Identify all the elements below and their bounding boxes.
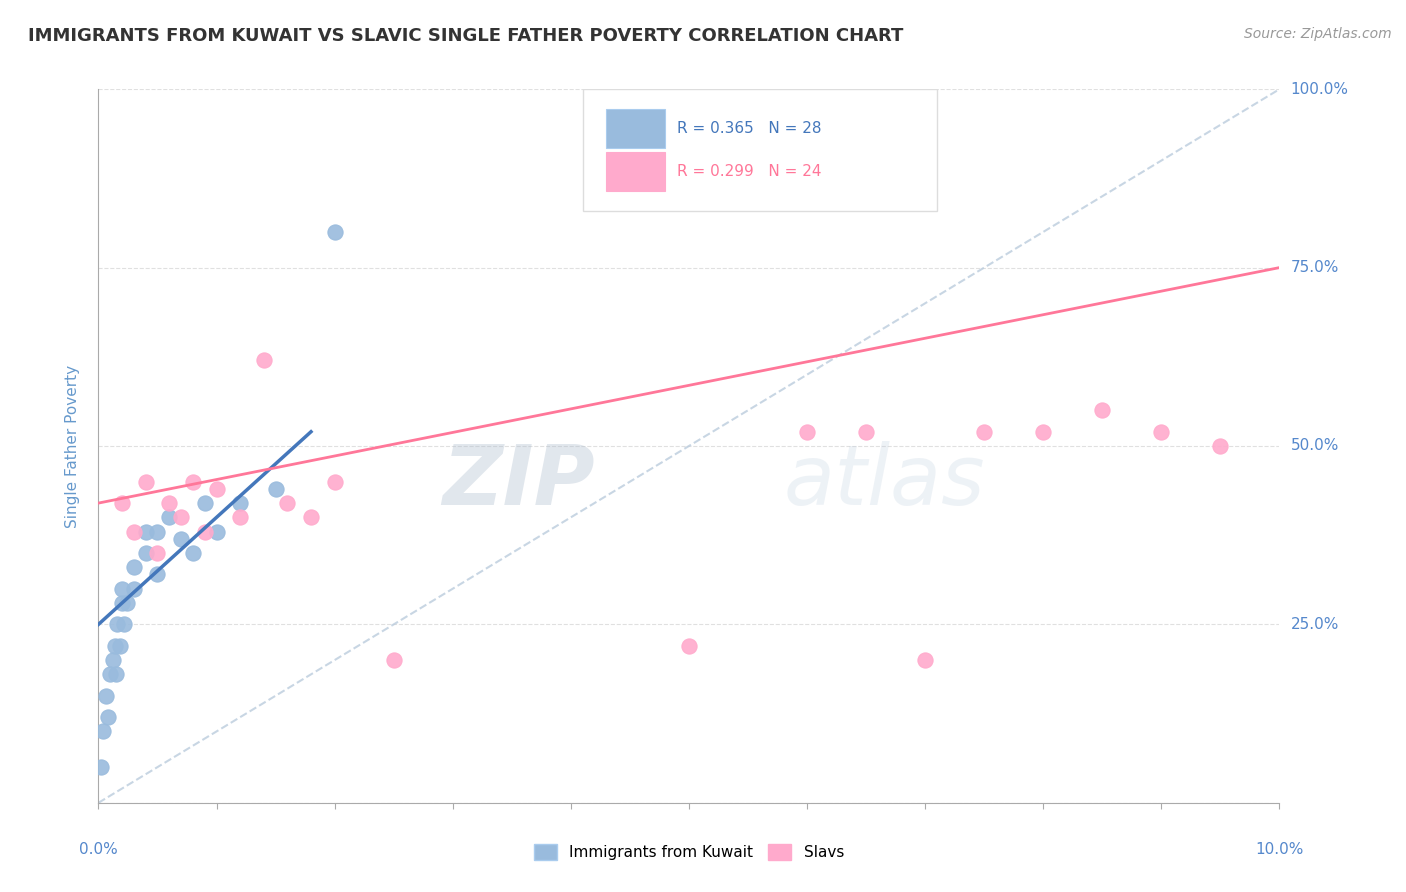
Point	[105, 667, 128, 681]
Point	[146, 567, 169, 582]
Point	[146, 546, 169, 560]
Point	[122, 582, 145, 596]
Point	[1091, 403, 1114, 417]
Text: R = 0.365   N = 28: R = 0.365 N = 28	[678, 121, 821, 136]
Text: 100.0%: 100.0%	[1291, 82, 1348, 96]
Point	[135, 475, 157, 489]
Point	[194, 496, 217, 510]
Point	[105, 617, 128, 632]
Point	[98, 667, 121, 681]
Point	[205, 482, 228, 496]
Point	[194, 524, 217, 539]
Point	[111, 496, 134, 510]
Point	[914, 653, 936, 667]
Point	[323, 475, 346, 489]
Point	[122, 560, 145, 574]
Point	[678, 639, 700, 653]
FancyBboxPatch shape	[606, 109, 665, 148]
Point	[122, 524, 145, 539]
Point	[91, 724, 114, 739]
Point	[157, 510, 180, 524]
Point	[181, 546, 204, 560]
FancyBboxPatch shape	[606, 152, 665, 191]
Text: atlas: atlas	[783, 442, 986, 522]
Point	[973, 425, 995, 439]
Point	[264, 482, 287, 496]
Point	[111, 596, 134, 610]
Point	[382, 653, 405, 667]
Text: Source: ZipAtlas.com: Source: ZipAtlas.com	[1244, 27, 1392, 41]
Point	[1150, 425, 1173, 439]
Text: 25.0%: 25.0%	[1291, 617, 1339, 632]
Text: 75.0%: 75.0%	[1291, 260, 1339, 275]
Point	[229, 510, 252, 524]
Point	[170, 510, 193, 524]
Text: IMMIGRANTS FROM KUWAIT VS SLAVIC SINGLE FATHER POVERTY CORRELATION CHART: IMMIGRANTS FROM KUWAIT VS SLAVIC SINGLE …	[28, 27, 904, 45]
Point	[1032, 425, 1054, 439]
Point	[94, 689, 117, 703]
Text: 10.0%: 10.0%	[1256, 842, 1303, 856]
Point	[112, 617, 135, 632]
Point	[115, 596, 138, 610]
Point	[157, 496, 180, 510]
Point	[796, 425, 818, 439]
Point	[90, 760, 112, 774]
Point	[205, 524, 228, 539]
Point	[170, 532, 193, 546]
Text: 50.0%: 50.0%	[1291, 439, 1339, 453]
Point	[181, 475, 204, 489]
Point	[253, 353, 276, 368]
Point	[1209, 439, 1232, 453]
Point	[299, 510, 322, 524]
Point	[229, 496, 252, 510]
Text: ZIP: ZIP	[441, 442, 595, 522]
Point	[97, 710, 120, 724]
Point	[111, 582, 134, 596]
Point	[135, 546, 157, 560]
Point	[135, 524, 157, 539]
Point	[101, 653, 124, 667]
Point	[323, 225, 346, 239]
FancyBboxPatch shape	[582, 89, 936, 211]
Text: 0.0%: 0.0%	[79, 842, 118, 856]
Point	[276, 496, 298, 510]
Point	[146, 524, 169, 539]
Y-axis label: Single Father Poverty: Single Father Poverty	[65, 365, 80, 527]
Legend: Immigrants from Kuwait, Slavs: Immigrants from Kuwait, Slavs	[527, 838, 851, 866]
Point	[855, 425, 877, 439]
Point	[108, 639, 131, 653]
Text: R = 0.299   N = 24: R = 0.299 N = 24	[678, 164, 821, 178]
Point	[104, 639, 127, 653]
